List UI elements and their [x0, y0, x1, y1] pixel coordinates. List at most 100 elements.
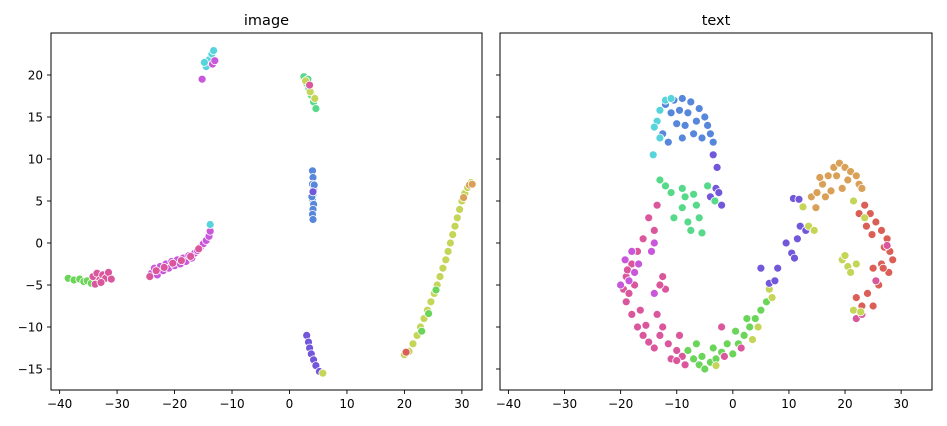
- scatter-point: [697, 133, 707, 143]
- scatter-point: [638, 234, 648, 244]
- scatter-point: [731, 326, 740, 336]
- y-axis: −15 −10 −5 0 5 10 15 20: [18, 68, 51, 376]
- y-tick-label: 15: [28, 110, 43, 124]
- scatter-point: [703, 121, 712, 130]
- scatter-point: [843, 175, 853, 185]
- scatter-point: [663, 137, 673, 147]
- scatter-point: [459, 193, 469, 203]
- chart-title: text: [702, 13, 731, 29]
- scatter-point: [686, 97, 696, 107]
- scatter-point: [888, 255, 898, 265]
- scatter-point: [809, 225, 819, 235]
- x-tick-label: 30: [454, 397, 469, 411]
- scatter-point: [849, 305, 858, 315]
- y-tick-label: −10: [18, 320, 43, 334]
- scatter-point: [199, 58, 209, 67]
- scatter-point: [677, 183, 687, 193]
- scatter-point: [426, 297, 436, 307]
- scatter-point: [655, 280, 665, 290]
- scatter-point: [661, 181, 670, 191]
- scatter-point: [767, 293, 777, 303]
- scatter-point: [677, 203, 687, 213]
- scatter-point: [871, 276, 881, 286]
- x-tick-label: 20: [837, 397, 852, 411]
- scatter-point: [680, 360, 690, 370]
- scatter-point: [438, 263, 448, 273]
- y-tick-label: 5: [35, 194, 43, 208]
- scatter-point: [689, 129, 698, 139]
- scatter-point: [106, 274, 116, 284]
- scatter-point: [790, 253, 799, 263]
- scatter-point: [455, 204, 465, 214]
- scatter-point: [655, 330, 665, 340]
- scatter-point: [692, 339, 701, 349]
- scatter-point: [812, 188, 822, 198]
- scatter-point: [736, 343, 746, 353]
- scatter-point: [694, 213, 704, 223]
- y-tick-label: −5: [25, 278, 43, 292]
- scatter-point: [655, 105, 665, 115]
- scatter-point: [794, 194, 804, 204]
- scatter-point: [318, 368, 328, 378]
- scatter-point: [871, 217, 881, 227]
- y-tick-label: 10: [28, 152, 43, 166]
- scatter-point: [210, 56, 220, 66]
- scatter-point: [417, 326, 427, 336]
- scatter-point: [832, 171, 841, 181]
- x-tick-label: 20: [397, 397, 412, 411]
- scatter-point: [753, 322, 763, 332]
- scatter-point: [176, 256, 186, 266]
- x-tick-label: −10: [219, 397, 244, 411]
- scatter-point: [683, 346, 693, 355]
- scatter-point: [635, 305, 645, 315]
- scatter-point: [308, 187, 318, 197]
- scatter-point: [739, 330, 749, 340]
- scatter-point: [714, 188, 724, 198]
- scatter-point: [649, 238, 659, 248]
- scatter-point: [675, 330, 684, 340]
- scatter-point: [689, 189, 698, 199]
- scatter-point: [205, 220, 215, 229]
- x-tick-label: −30: [552, 397, 577, 411]
- scatter-point: [717, 322, 726, 332]
- chart-title: image: [244, 13, 289, 29]
- scatter-point: [658, 322, 668, 332]
- scatter-point: [467, 179, 477, 189]
- scatter-point: [431, 285, 441, 295]
- scatter-point: [703, 181, 712, 191]
- scatter-point: [750, 314, 760, 324]
- scatter-point: [863, 288, 872, 298]
- scatter-point: [675, 105, 684, 115]
- scatter-point: [308, 215, 318, 224]
- scatter-point: [672, 356, 682, 366]
- scatter-point: [826, 186, 836, 196]
- scatter-point: [722, 339, 732, 349]
- x-axis: −40 −30 −20 −10 0 10 20 30: [496, 390, 909, 411]
- scatter-point: [663, 339, 673, 349]
- scatter-point: [96, 278, 106, 287]
- scatter-point: [623, 265, 632, 275]
- scatter-point: [658, 272, 668, 282]
- scatter-point: [700, 112, 710, 122]
- scatter-point: [708, 150, 718, 160]
- scatter-point: [655, 175, 665, 185]
- scatter-point: [669, 213, 679, 223]
- scatter-point: [445, 238, 455, 248]
- scatter-point: [811, 203, 821, 213]
- scatter-point: [624, 276, 634, 286]
- scatter-point: [849, 196, 858, 206]
- scatter-point: [672, 119, 682, 129]
- x-tick-label: −20: [162, 397, 187, 411]
- scatter-point: [647, 246, 656, 256]
- scatter-point: [770, 276, 780, 286]
- scatter-point: [680, 192, 690, 202]
- scatter-point: [310, 94, 320, 103]
- scatter-point: [821, 192, 830, 202]
- scatter-point: [683, 217, 693, 227]
- x-tick-label: 0: [729, 397, 737, 411]
- scatter-point: [424, 309, 434, 319]
- scatter-point: [867, 230, 877, 240]
- x-tick-label: 30: [894, 397, 909, 411]
- scatter-point: [728, 349, 738, 359]
- scatter-point: [710, 196, 720, 206]
